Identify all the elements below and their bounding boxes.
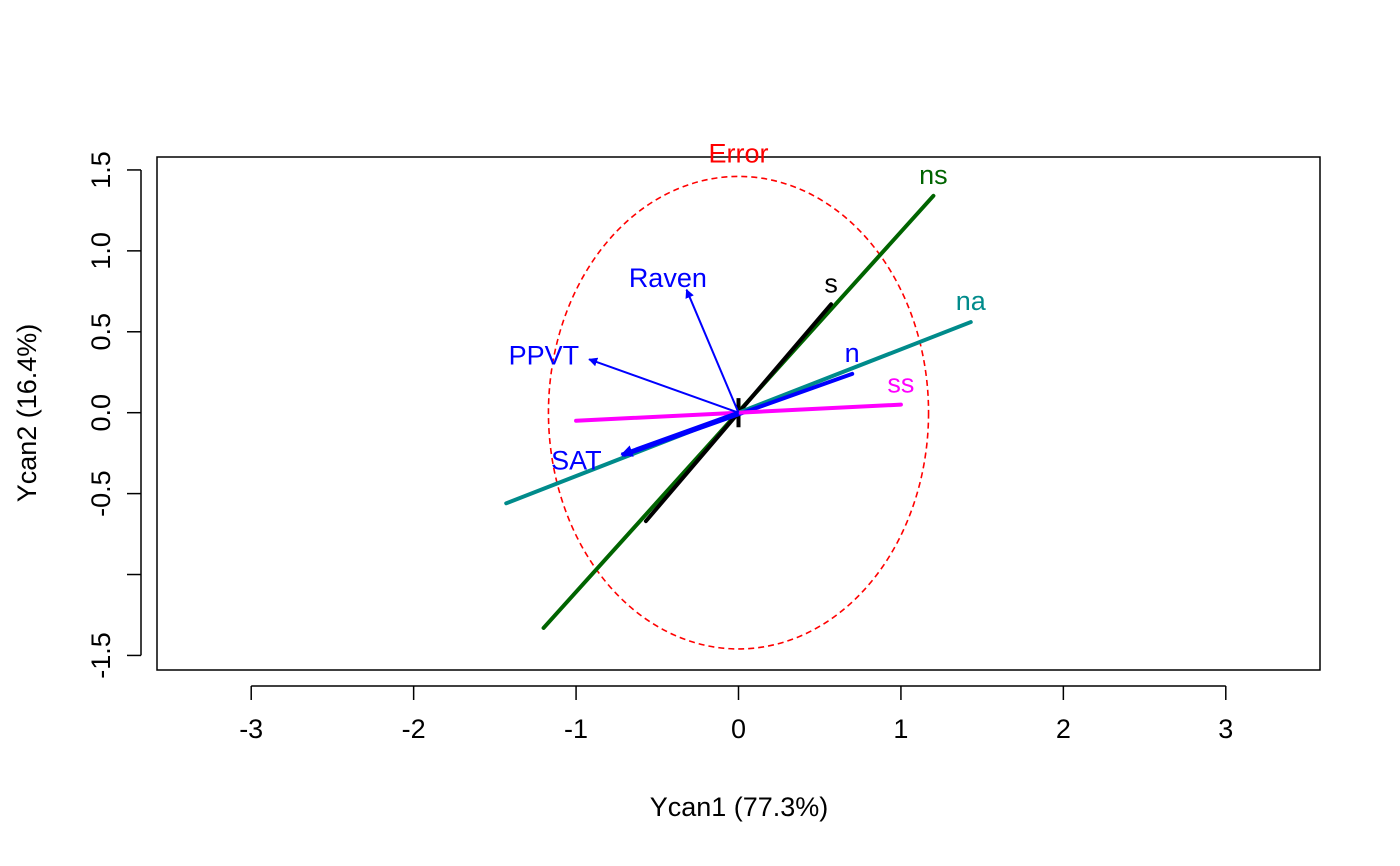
error-label: Error (709, 138, 769, 168)
x-tick-label: -3 (239, 714, 263, 744)
plot-frame (156, 156, 1321, 671)
x-axis-title: Ycan1 (77.3%) (650, 792, 829, 822)
x-axis: -3 -2 -1 0 1 2 3 (239, 685, 1233, 744)
x-tick-label: 1 (893, 714, 908, 744)
x-tick-label: 3 (1218, 714, 1233, 744)
y-tick-label: -1.5 (86, 632, 116, 679)
hypothesis-label-na: na (956, 286, 987, 316)
vector-sat (620, 410, 740, 457)
vector-raven (685, 288, 740, 414)
y-tick-label: 1.0 (86, 232, 116, 270)
structure-vectors-group (588, 288, 740, 457)
x-tick-label: 2 (1056, 714, 1071, 744)
y-axis-title: Ycan2 (16.4%) (12, 324, 42, 503)
y-tick-label: 0.0 (86, 394, 116, 432)
hypothesis-label-n: n (845, 338, 860, 368)
vector-label-sat: SAT (551, 446, 602, 476)
vector-label-raven: Raven (629, 263, 707, 293)
vector-ppvt (588, 357, 739, 414)
y-tick-label: 0.5 (86, 313, 116, 351)
y-tick-label: -0.5 (86, 470, 116, 517)
hypothesis-label-ns: ns (919, 160, 948, 190)
error-ellipse (547, 175, 930, 650)
x-tick-label: -1 (564, 714, 588, 744)
hypothesis-label-s: s (824, 268, 838, 298)
y-axis: -1.5 -0.5 0.0 0.5 1.0 1.5 (86, 151, 142, 679)
y-tick-label: 1.5 (86, 151, 116, 189)
hypothesis-label-ss: ss (887, 369, 914, 399)
vector-label-ppvt: PPVT (509, 341, 580, 371)
x-tick-label: 0 (731, 714, 746, 744)
error-ellipse-group: Error (547, 138, 930, 650)
x-tick-label: -2 (402, 714, 426, 744)
